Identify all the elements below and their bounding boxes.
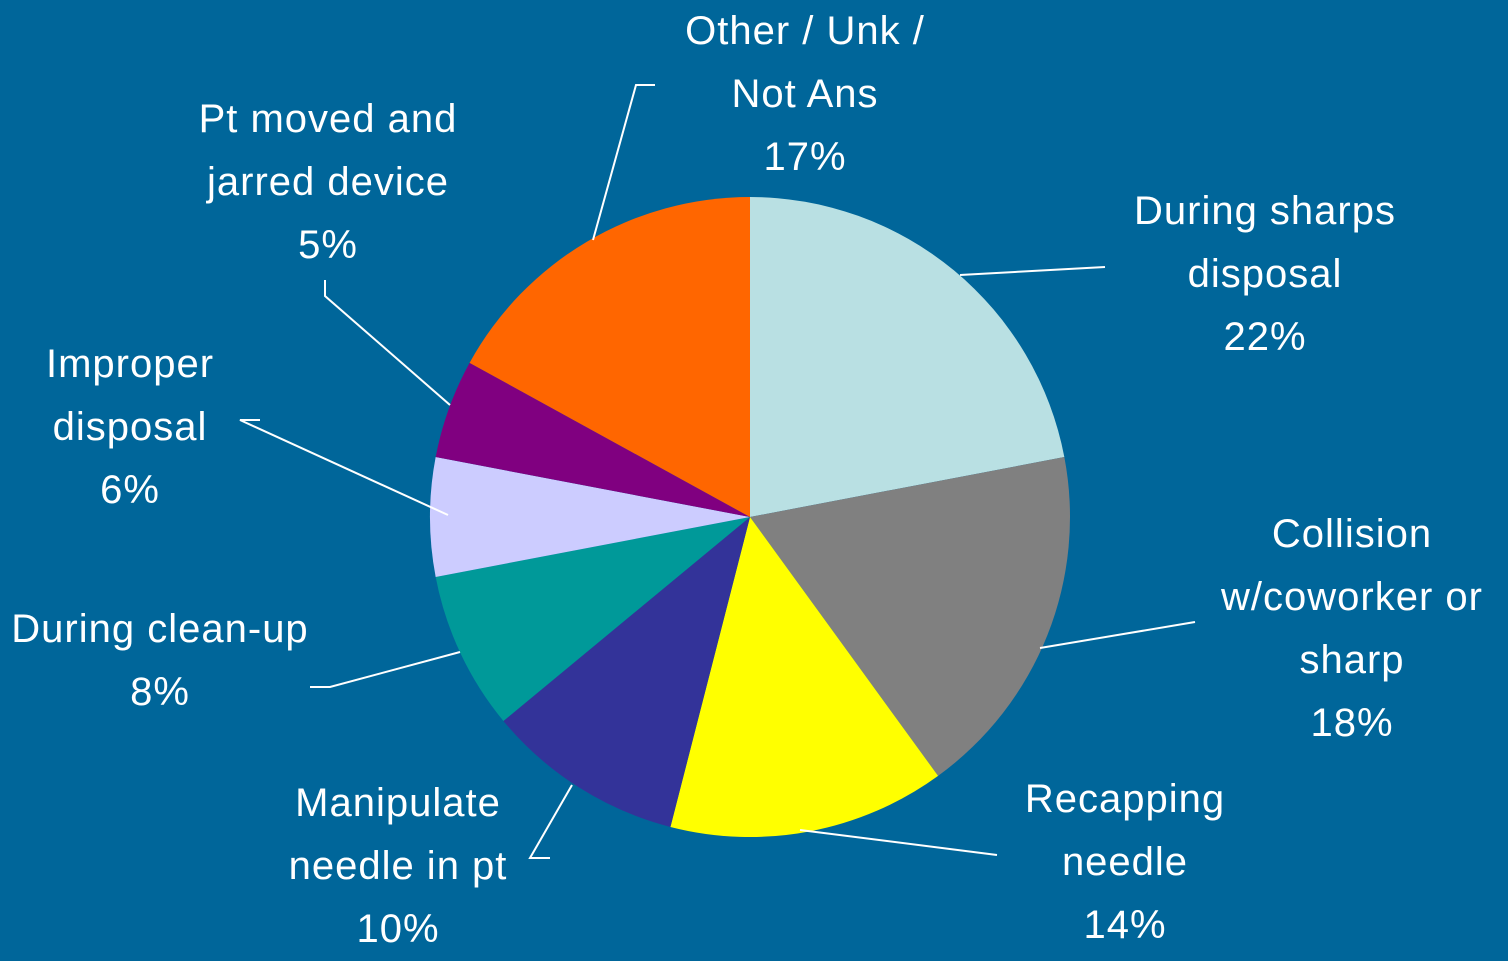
category-label: Manipulate needle in pt [288,781,508,888]
value-label: 14% [1083,903,1167,947]
value-label: 5% [298,223,358,267]
slice-label: Manipulate needle in pt 10% [258,772,538,961]
slice-label: Pt moved and jarred device 5% [168,88,488,277]
pie-slice [430,457,750,577]
value-label: 10% [356,907,440,951]
value-label: 22% [1223,315,1307,359]
leader-line [799,829,998,856]
pie-slice [670,517,939,837]
pie-slice [750,197,1065,517]
category-label: Improper disposal [45,342,215,449]
leader-line [592,84,655,241]
leader-line [1039,621,1196,649]
category-label: Other / Unk / Not Ans [685,9,925,116]
value-label: 8% [130,670,190,714]
leader-line [239,419,449,516]
pie-slice [435,362,750,517]
slice-label: Collision w/coworker or sharp 18% [1192,503,1508,755]
category-label: During sharps disposal [1133,189,1396,296]
pie-slice [435,517,750,721]
pie-slice [750,457,1070,776]
leader-line [959,266,1106,276]
category-label: Collision w/coworker or sharp [1221,512,1483,682]
slice-label: During sharps disposal 22% [1100,180,1430,369]
pie-slice [503,517,750,827]
value-label: 17% [763,135,847,179]
category-label: During clean-up [11,607,309,651]
category-label: Pt moved and jarred device [198,97,458,204]
slice-label: During clean-up 8% [10,598,310,724]
slice-label: Improper disposal 6% [20,333,240,522]
value-label: 6% [100,468,160,512]
pie-slice [469,197,750,517]
slice-label: Other / Unk / Not Ans 17% [655,0,955,189]
slice-label: Recapping needle 14% [990,768,1260,957]
leader-line [324,280,451,406]
leader-line [528,784,573,859]
category-label: Recapping needle [1024,777,1226,884]
value-label: 18% [1310,701,1394,745]
leader-line [310,651,461,688]
